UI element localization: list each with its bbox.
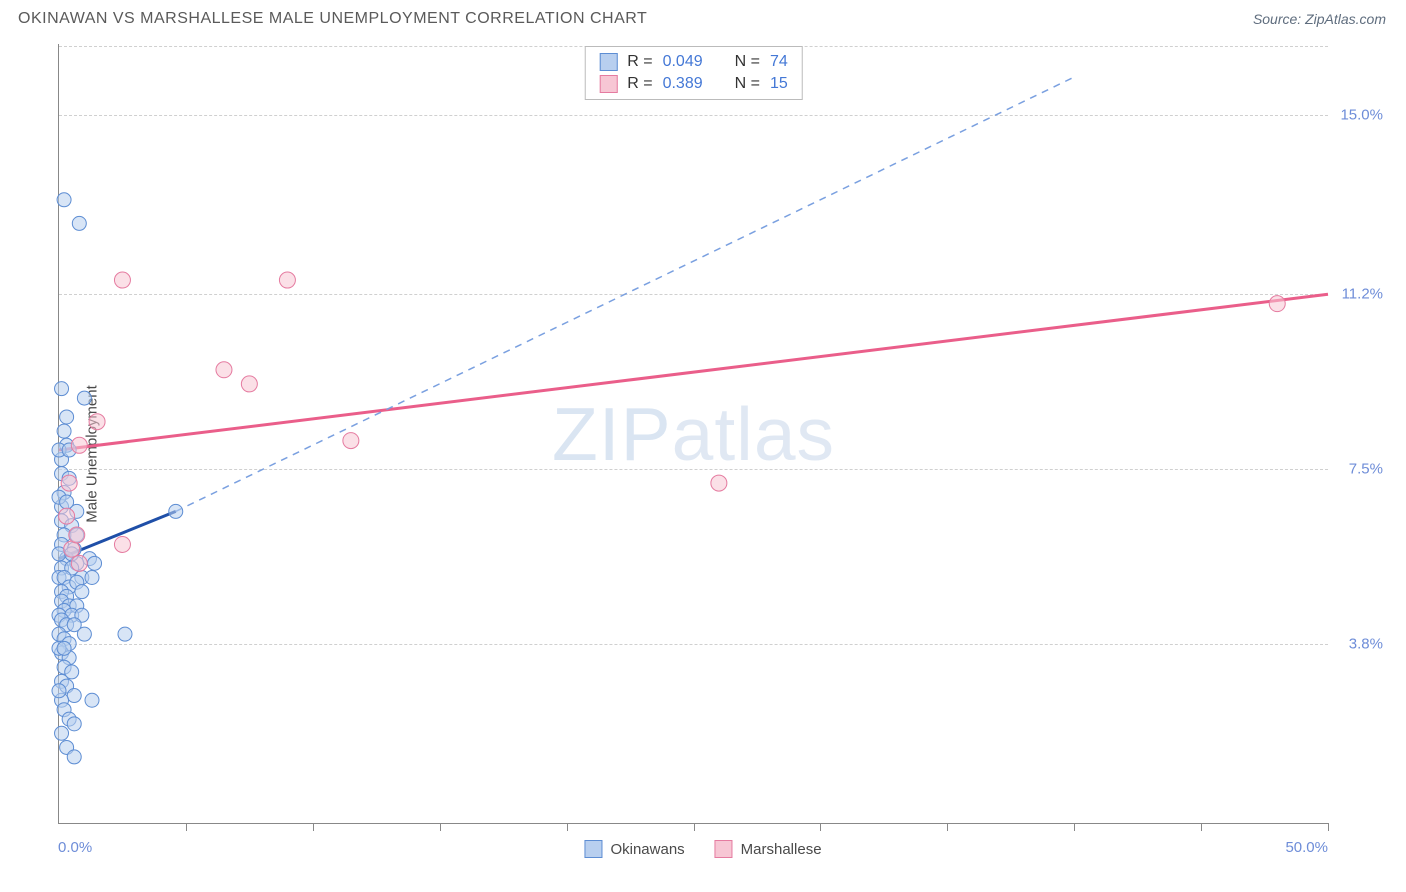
scatter-point (279, 272, 295, 288)
scatter-point (85, 570, 99, 584)
y-tick-label: 15.0% (1340, 106, 1383, 123)
x-tick (694, 823, 695, 831)
scatter-point (61, 475, 77, 491)
scatter-point (77, 391, 91, 405)
scatter-point (114, 536, 130, 552)
scatter-point (343, 433, 359, 449)
legend-row: R = 0.049 N = 74 (599, 51, 788, 73)
scatter-point (60, 410, 74, 424)
legend-n-label: N = (735, 75, 760, 93)
series-legend: Okinawans Marshallese (584, 840, 821, 858)
legend-label: Okinawans (610, 841, 684, 858)
scatter-point (89, 414, 105, 430)
scatter-point (57, 193, 71, 207)
scatter-point (52, 684, 66, 698)
x-tick (567, 823, 568, 831)
legend-n-label: N = (735, 53, 760, 71)
scatter-point (241, 376, 257, 392)
legend-r-value: 0.049 (663, 53, 703, 71)
scatter-point (1269, 296, 1285, 312)
legend-swatch (584, 840, 602, 858)
scatter-point (114, 272, 130, 288)
scatter-point (67, 750, 81, 764)
legend-swatch (599, 53, 617, 71)
marshallese-trendline (59, 294, 1328, 450)
okinawans-trendline-dashed (176, 77, 1074, 511)
legend-swatch (599, 75, 617, 93)
y-tick-label: 3.8% (1349, 635, 1383, 652)
x-tick (1074, 823, 1075, 831)
scatter-point (67, 717, 81, 731)
scatter-point (64, 541, 80, 557)
plot-svg (59, 44, 1328, 823)
scatter-point (69, 527, 85, 543)
legend-row: R = 0.389 N = 15 (599, 73, 788, 95)
chart-area: Male Unemployment ZIPatlas R =0.049N =74… (18, 44, 1388, 864)
scatter-point (71, 437, 87, 453)
legend-n-value: 15 (770, 75, 788, 93)
scatter-point (88, 556, 102, 570)
scatter-point (59, 508, 75, 524)
x-tick (1328, 823, 1329, 831)
x-min-label: 0.0% (58, 839, 92, 856)
legend-item: Okinawans (584, 840, 684, 858)
scatter-point (711, 475, 727, 491)
scatter-point (72, 216, 86, 230)
scatter-point (75, 585, 89, 599)
legend-r-label: R = (627, 53, 652, 71)
legend-n-value: 74 (770, 53, 788, 71)
scatter-point (57, 424, 71, 438)
chart-title: OKINAWAN VS MARSHALLESE MALE UNEMPLOYMEN… (18, 10, 647, 28)
scatter-point (55, 382, 69, 396)
legend-swatch (715, 840, 733, 858)
scatter-point (71, 555, 87, 571)
scatter-point (118, 627, 132, 641)
scatter-point (60, 495, 74, 509)
legend-r-label: R = (627, 75, 652, 93)
x-tick (186, 823, 187, 831)
scatter-point (77, 627, 91, 641)
scatter-point (67, 689, 81, 703)
plot-region: ZIPatlas R =0.049N =74R =0.389N =15 3.8%… (58, 44, 1328, 824)
x-tick (1201, 823, 1202, 831)
legend-r-value: 0.389 (663, 75, 703, 93)
legend-label: Marshallese (741, 841, 822, 858)
correlation-legend: R = 0.049 N = 74 R = 0.389 N = 15 (584, 46, 803, 100)
x-max-label: 50.0% (1285, 839, 1328, 856)
scatter-point (216, 362, 232, 378)
scatter-point (85, 693, 99, 707)
x-tick (440, 823, 441, 831)
legend-item: Marshallese (715, 840, 822, 858)
y-tick-label: 11.2% (1342, 286, 1383, 303)
y-tick-label: 7.5% (1349, 460, 1383, 477)
x-tick (947, 823, 948, 831)
x-tick (820, 823, 821, 831)
scatter-point (169, 504, 183, 518)
source-label: Source: ZipAtlas.com (1253, 11, 1386, 27)
scatter-point (57, 641, 71, 655)
x-tick (313, 823, 314, 831)
scatter-point (55, 726, 69, 740)
